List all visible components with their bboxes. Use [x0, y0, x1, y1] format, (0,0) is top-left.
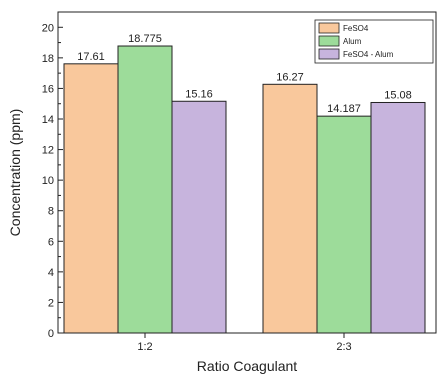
y-axis-title: Concentration (ppm)	[7, 109, 23, 237]
bar	[63, 63, 119, 334]
plot-frame	[57, 11, 437, 334]
x-tick-label: 2:3	[336, 341, 351, 353]
legend: FeSO4 Alum FeSO4 - Alum	[314, 19, 434, 64]
bars-group: 17.61 18.775 15.16 16.27 14.187 15.08	[63, 33, 426, 334]
legend-swatch	[318, 35, 340, 47]
y-tick-label: 14	[42, 114, 54, 126]
bar-value-label: 14.187	[327, 103, 361, 115]
y-tick-label: 2	[48, 297, 54, 309]
legend-label: Alum	[343, 37, 362, 46]
legend-swatch	[318, 48, 340, 60]
y-tick-labels: 0 2 4 6 8 10 12 14 16 18 20	[42, 22, 54, 340]
x-tick-label: 1:2	[137, 341, 152, 353]
y-tick-label: 10	[42, 175, 54, 187]
legend-label: FeSO4	[343, 24, 369, 33]
bar	[171, 100, 227, 334]
bar-value-label: 18.775	[128, 33, 162, 45]
bar	[117, 45, 173, 334]
y-tick-label: 0	[48, 328, 54, 340]
x-tick-labels: 1:2 2:3	[137, 341, 351, 353]
y-tick-label: 16	[42, 83, 54, 95]
x-axis-title: Ratio Coagulant	[197, 358, 298, 374]
legend-label: FeSO4 - Alum	[343, 50, 394, 59]
bar-value-label: 15.08	[384, 89, 412, 101]
bar-value-label: 17.61	[77, 51, 105, 63]
y-tick-label: 18	[42, 53, 54, 65]
y-tick-label: 8	[48, 206, 54, 218]
y-tick-label: 12	[42, 145, 54, 157]
legend-swatch	[318, 22, 340, 34]
y-tick-label: 6	[48, 236, 54, 248]
bar-value-label: 16.27	[276, 71, 304, 83]
y-tick-label: 4	[48, 267, 54, 279]
bar-value-label: 15.16	[185, 88, 213, 100]
bar	[370, 101, 426, 334]
bar	[316, 115, 372, 334]
y-tick-label: 20	[42, 22, 54, 34]
bar	[262, 83, 318, 334]
